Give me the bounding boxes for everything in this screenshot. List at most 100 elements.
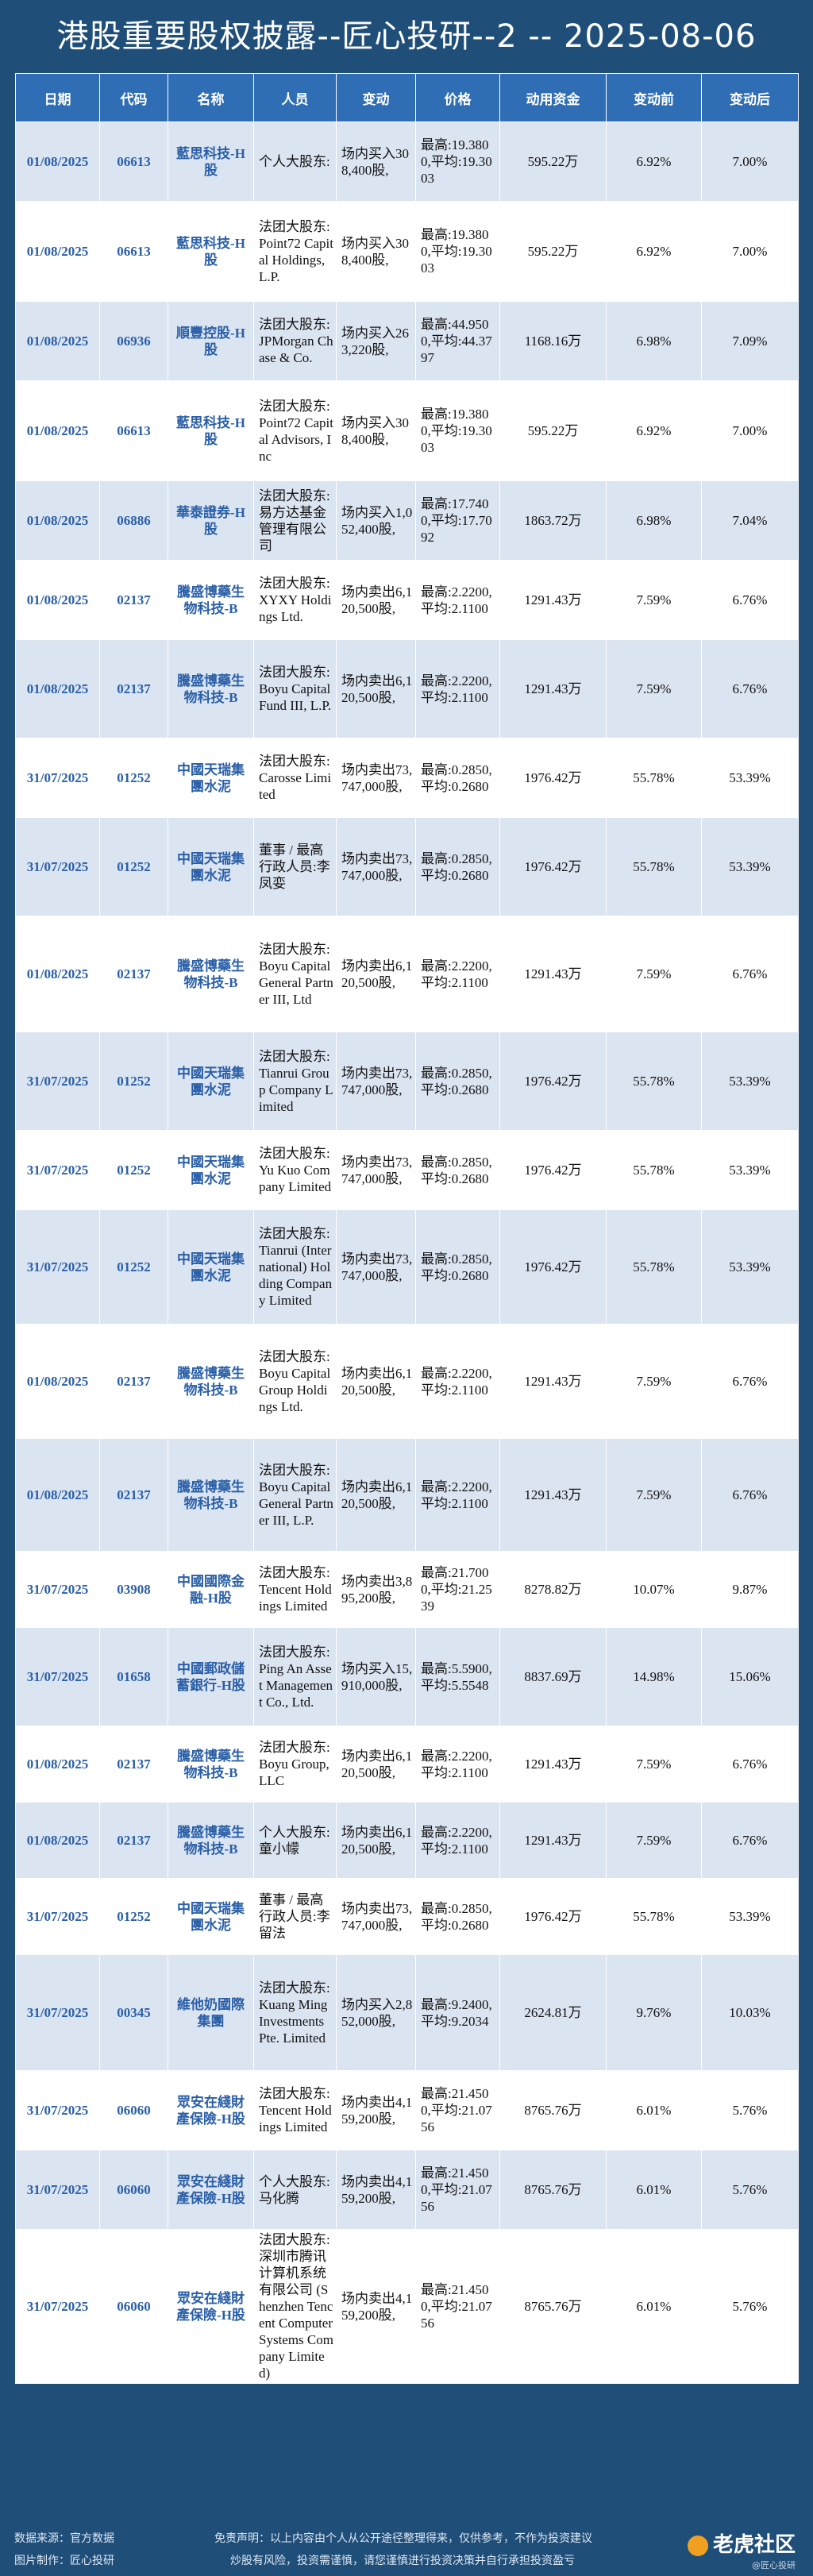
row-code: 00345 xyxy=(99,1954,168,2071)
row-name: 中國天瑞集團水泥 xyxy=(168,738,254,818)
row-amount: 1863.72万 xyxy=(499,480,607,561)
row-name: 眾安在綫財產保險-H股 xyxy=(168,2150,254,2230)
page-title: 港股重要股权披露--匠心投研--2 -- 2025-08-06 xyxy=(56,18,757,55)
row-code: 02137 xyxy=(99,1802,168,1879)
row-date: 01/08/2025 xyxy=(15,480,100,561)
footer-maker: 图片制作：匠心投研 xyxy=(14,2555,114,2567)
row-price: 最高:2.2200,平均:2.1100 xyxy=(415,560,500,640)
footer-disclaimer-1: 免责声明：以上内容由个人从公开途径整理得来，仅供参考，不作为投资建议 xyxy=(214,2532,592,2545)
tiger-logo-icon xyxy=(687,2535,708,2556)
row-person: 法团大股东:Boyu Capital General Partner III, … xyxy=(253,916,337,1032)
row-date: 31/07/2025 xyxy=(15,1130,100,1210)
row-after: 9.87% xyxy=(701,1551,799,1628)
row-code: 06613 xyxy=(99,201,168,302)
row-change: 场内卖出73,747,000股, xyxy=(336,1878,416,1955)
row-after: 53.39% xyxy=(701,1878,799,1955)
table-row: 01/08/2025 02137 騰盛博藥生物科技-B 法团大股东:Boyu Capi… xyxy=(15,1324,799,1439)
row-person: 法团大股东:Boyu Capital Fund III, L.P. xyxy=(253,639,337,738)
header-person: 人员 xyxy=(253,73,337,122)
row-person: 法团大股东:Boyu Capital General Partner III, … xyxy=(253,1438,337,1552)
row-code: 06886 xyxy=(99,480,168,561)
row-price: 最高:0.2850,平均:0.2680 xyxy=(415,817,500,916)
row-name: 順豐控股-H股 xyxy=(168,301,254,381)
header-after: 变动后 xyxy=(701,73,799,122)
row-person: 法团大股东:XYXY Holdings Ltd. xyxy=(253,560,337,640)
row-change: 场内卖出6,120,500股, xyxy=(336,916,416,1032)
row-person: 法团大股东:JPMorgan Chase & Co. xyxy=(253,301,337,381)
row-price: 最高:5.5900,平均:5.5548 xyxy=(415,1627,500,1726)
table-row: 01/08/2025 02137 騰盛博藥生物科技-B 法团大股东:XYXY Hold… xyxy=(15,560,799,640)
row-after: 7.04% xyxy=(701,480,799,561)
row-after: 7.09% xyxy=(701,301,799,381)
row-amount: 1976.42万 xyxy=(499,1209,607,1325)
row-price: 最高:19.3800,平均:19.3003 xyxy=(415,201,500,302)
row-change: 场内卖出6,120,500股, xyxy=(336,1726,416,1803)
row-after: 53.39% xyxy=(701,1130,799,1210)
row-amount: 8278.82万 xyxy=(499,1551,607,1628)
row-before: 7.59% xyxy=(606,916,702,1032)
table-row: 01/08/2025 02137 騰盛博藥生物科技-B 法团大股东:Boyu Capi… xyxy=(15,916,799,1032)
row-code: 01252 xyxy=(99,1209,168,1325)
header-change: 变动 xyxy=(336,73,416,122)
brand-handle: @匠心投研 xyxy=(752,2560,796,2570)
footer-disclaimer-2: 炒股有风险，投资需谨慎，请您谨慎进行投资决策并自行承担投资盈亏 xyxy=(230,2555,575,2567)
row-date: 31/07/2025 xyxy=(15,817,100,916)
table-row: 31/07/2025 06060 眾安在綫財產保險-H股 个人大股东:马化腾 场内卖出4… xyxy=(15,2150,799,2230)
row-date: 01/08/2025 xyxy=(15,201,100,302)
row-after: 53.39% xyxy=(701,817,799,916)
row-date: 01/08/2025 xyxy=(15,916,100,1032)
row-change: 场内买入15,910,000股, xyxy=(336,1627,416,1726)
row-code: 03908 xyxy=(99,1551,168,1628)
row-before: 6.98% xyxy=(606,480,702,561)
table-row: 31/07/2025 01252 中國天瑞集團水泥 董事 / 最高行政人员:李凤娈 场内… xyxy=(15,817,799,916)
brand-logo: 老虎社区 xyxy=(687,2528,796,2558)
row-price: 最高:17.7400,平均:17.7092 xyxy=(415,480,500,561)
row-amount: 1291.43万 xyxy=(499,639,607,738)
row-before: 6.92% xyxy=(606,201,702,302)
row-code: 01252 xyxy=(99,1032,168,1131)
footer-source: 数据来源：官方数据 xyxy=(14,2532,114,2545)
row-date: 31/07/2025 xyxy=(15,1209,100,1325)
row-before: 55.78% xyxy=(606,1130,702,1210)
row-amount: 8765.76万 xyxy=(499,2229,607,2384)
row-name: 中國天瑞集團水泥 xyxy=(168,1130,254,1210)
table-row: 01/08/2025 02137 騰盛博藥生物科技-B 个人大股东:童小幪 场内卖出6,… xyxy=(15,1802,799,1879)
row-change: 场内买入263,220股, xyxy=(336,301,416,381)
row-name: 中國郵政儲蓄銀行-H股 xyxy=(168,1627,254,1726)
table-row: 31/07/2025 01252 中國天瑞集團水泥 法团大股东:Carosse Lim… xyxy=(15,738,799,818)
header-code: 代码 xyxy=(99,73,168,122)
row-price: 最高:21.4500,平均:21.0756 xyxy=(415,2150,500,2230)
row-name: 騰盛博藥生物科技-B xyxy=(168,560,254,640)
table-row: 31/07/2025 01252 中國天瑞集團水泥 董事 / 最高行政人员:李留法 场内… xyxy=(15,1878,799,1955)
row-person: 法团大股东:Carosse Limited xyxy=(253,738,337,818)
table-row: 01/08/2025 06613 藍思科技-H股 个人大股东: 场内买入308,400股… xyxy=(15,121,799,202)
row-before: 7.59% xyxy=(606,1726,702,1803)
row-person: 法团大股东:Tianrui (International) Holding Co… xyxy=(253,1209,337,1325)
row-code: 01252 xyxy=(99,1878,168,1955)
row-price: 最高:44.9500,平均:44.3797 xyxy=(415,301,500,381)
row-code: 02137 xyxy=(99,639,168,738)
row-change: 场内卖出3,895,200股, xyxy=(336,1551,416,1628)
header-amount: 动用资金 xyxy=(499,73,607,122)
row-change: 场内卖出73,747,000股, xyxy=(336,817,416,916)
row-amount: 1291.43万 xyxy=(499,916,607,1032)
table-row: 01/08/2025 06613 藍思科技-H股 法团大股东:Point72 Capi… xyxy=(15,201,799,302)
row-person: 董事 / 最高行政人员:李凤娈 xyxy=(253,817,337,916)
row-code: 02137 xyxy=(99,560,168,640)
row-price: 最高:9.2400,平均:9.2034 xyxy=(415,1954,500,2071)
row-code: 06613 xyxy=(99,121,168,202)
row-amount: 2624.81万 xyxy=(499,1954,607,2071)
row-before: 55.78% xyxy=(606,1032,702,1131)
row-name: 中國國際金融-H股 xyxy=(168,1551,254,1628)
table-row: 31/07/2025 01252 中國天瑞集團水泥 法团大股东:Tianrui (In… xyxy=(15,1209,799,1325)
row-change: 场内卖出6,120,500股, xyxy=(336,1324,416,1439)
header-before: 变动前 xyxy=(606,73,702,122)
table-row: 31/07/2025 01252 中國天瑞集團水泥 法团大股东:Yu Kuo Comp… xyxy=(15,1130,799,1210)
row-name: 騰盛博藥生物科技-B xyxy=(168,1726,254,1803)
row-before: 7.59% xyxy=(606,1802,702,1879)
footer: 数据来源：官方数据 图片制作：匠心投研 免责声明：以上内容由个人从公开途径整理得… xyxy=(0,2519,813,2576)
row-amount: 8765.76万 xyxy=(499,2150,607,2230)
row-before: 6.98% xyxy=(606,301,702,381)
row-name: 騰盛博藥生物科技-B xyxy=(168,1324,254,1439)
row-after: 53.39% xyxy=(701,738,799,818)
